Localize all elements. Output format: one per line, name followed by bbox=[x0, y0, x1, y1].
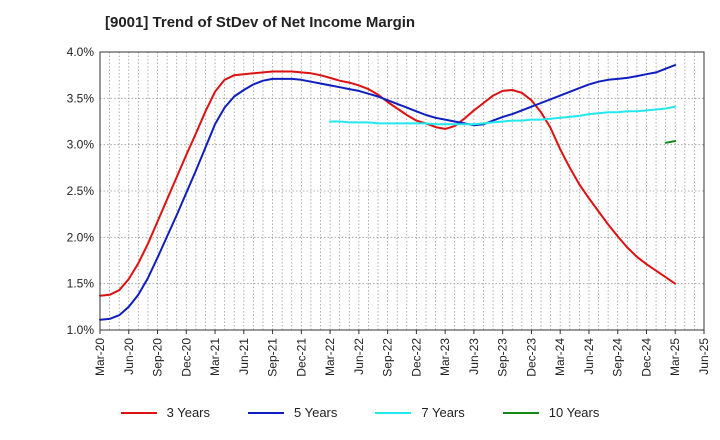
x-tick-label: Mar-22 bbox=[323, 338, 337, 376]
axes: 1.0% 1.5% 2.0% 2.5% 3.0% 3.5% 4.0% Mar-20 Jun-20… bbox=[67, 45, 711, 377]
x-tick-label: Dec-23 bbox=[524, 338, 538, 377]
x-tick-label: Sep-21 bbox=[266, 338, 280, 377]
y-tick-label: 3.0% bbox=[67, 138, 95, 152]
x-tick-label: Dec-22 bbox=[409, 338, 423, 377]
y-tick-label: 4.0% bbox=[67, 45, 95, 59]
x-tick-label: Mar-23 bbox=[438, 338, 452, 376]
x-tick-label: Sep-23 bbox=[496, 338, 510, 377]
x-tick-label: Dec-24 bbox=[639, 338, 653, 377]
x-tick-label: Jun-20 bbox=[122, 338, 136, 375]
x-tick-label: Jun-25 bbox=[697, 338, 711, 375]
y-tick-label: 1.5% bbox=[67, 277, 95, 291]
x-tick-label: Mar-25 bbox=[668, 338, 682, 376]
x-tick-label: Jun-21 bbox=[237, 338, 251, 375]
x-tick-label: Sep-22 bbox=[381, 338, 395, 377]
x-tick-label: Dec-20 bbox=[179, 338, 193, 377]
x-tick-label: Jun-23 bbox=[467, 338, 481, 375]
legend: 3 Years 5 Years 7 Years 10 Years bbox=[0, 405, 720, 420]
y-tick-label: 2.0% bbox=[67, 230, 95, 244]
x-tick-label: Dec-21 bbox=[294, 338, 308, 377]
series-lines bbox=[99, 64, 677, 321]
x-tick-label: Jun-22 bbox=[352, 338, 366, 375]
legend-swatch bbox=[120, 411, 157, 414]
series-line-10-years bbox=[664, 140, 677, 144]
legend-label: 7 Years bbox=[421, 405, 465, 420]
grid bbox=[99, 51, 705, 331]
series-line-3-years bbox=[99, 70, 677, 297]
legend-item: 10 Years bbox=[502, 405, 600, 420]
plot-frame bbox=[99, 51, 705, 331]
legend-swatch bbox=[375, 411, 412, 414]
x-tick-label: Sep-20 bbox=[151, 338, 165, 377]
legend-label: 5 Years bbox=[294, 405, 338, 420]
chart-title: [9001] Trend of StDev of Net Income Marg… bbox=[105, 14, 416, 31]
legend-item: 3 Years bbox=[120, 405, 210, 420]
legend-label: 10 Years bbox=[548, 405, 600, 420]
series-line-7-years bbox=[329, 105, 677, 126]
y-tick-label: 1.0% bbox=[67, 323, 95, 337]
x-tick-label: Sep-24 bbox=[611, 338, 625, 377]
series-line-5-years bbox=[99, 64, 677, 321]
y-tick-label: 3.5% bbox=[67, 91, 95, 105]
legend-item: 7 Years bbox=[375, 405, 465, 420]
legend-swatch bbox=[502, 411, 539, 414]
legend-label: 3 Years bbox=[166, 405, 210, 420]
y-tick-label: 2.5% bbox=[67, 184, 95, 198]
x-tick-label: Jun-24 bbox=[582, 338, 596, 375]
legend-item: 5 Years bbox=[248, 405, 337, 420]
x-tick-label: Mar-20 bbox=[93, 338, 107, 376]
x-tick-label: Mar-24 bbox=[553, 338, 567, 376]
legend-swatch bbox=[248, 411, 284, 414]
x-tick-label: Mar-21 bbox=[208, 338, 222, 376]
